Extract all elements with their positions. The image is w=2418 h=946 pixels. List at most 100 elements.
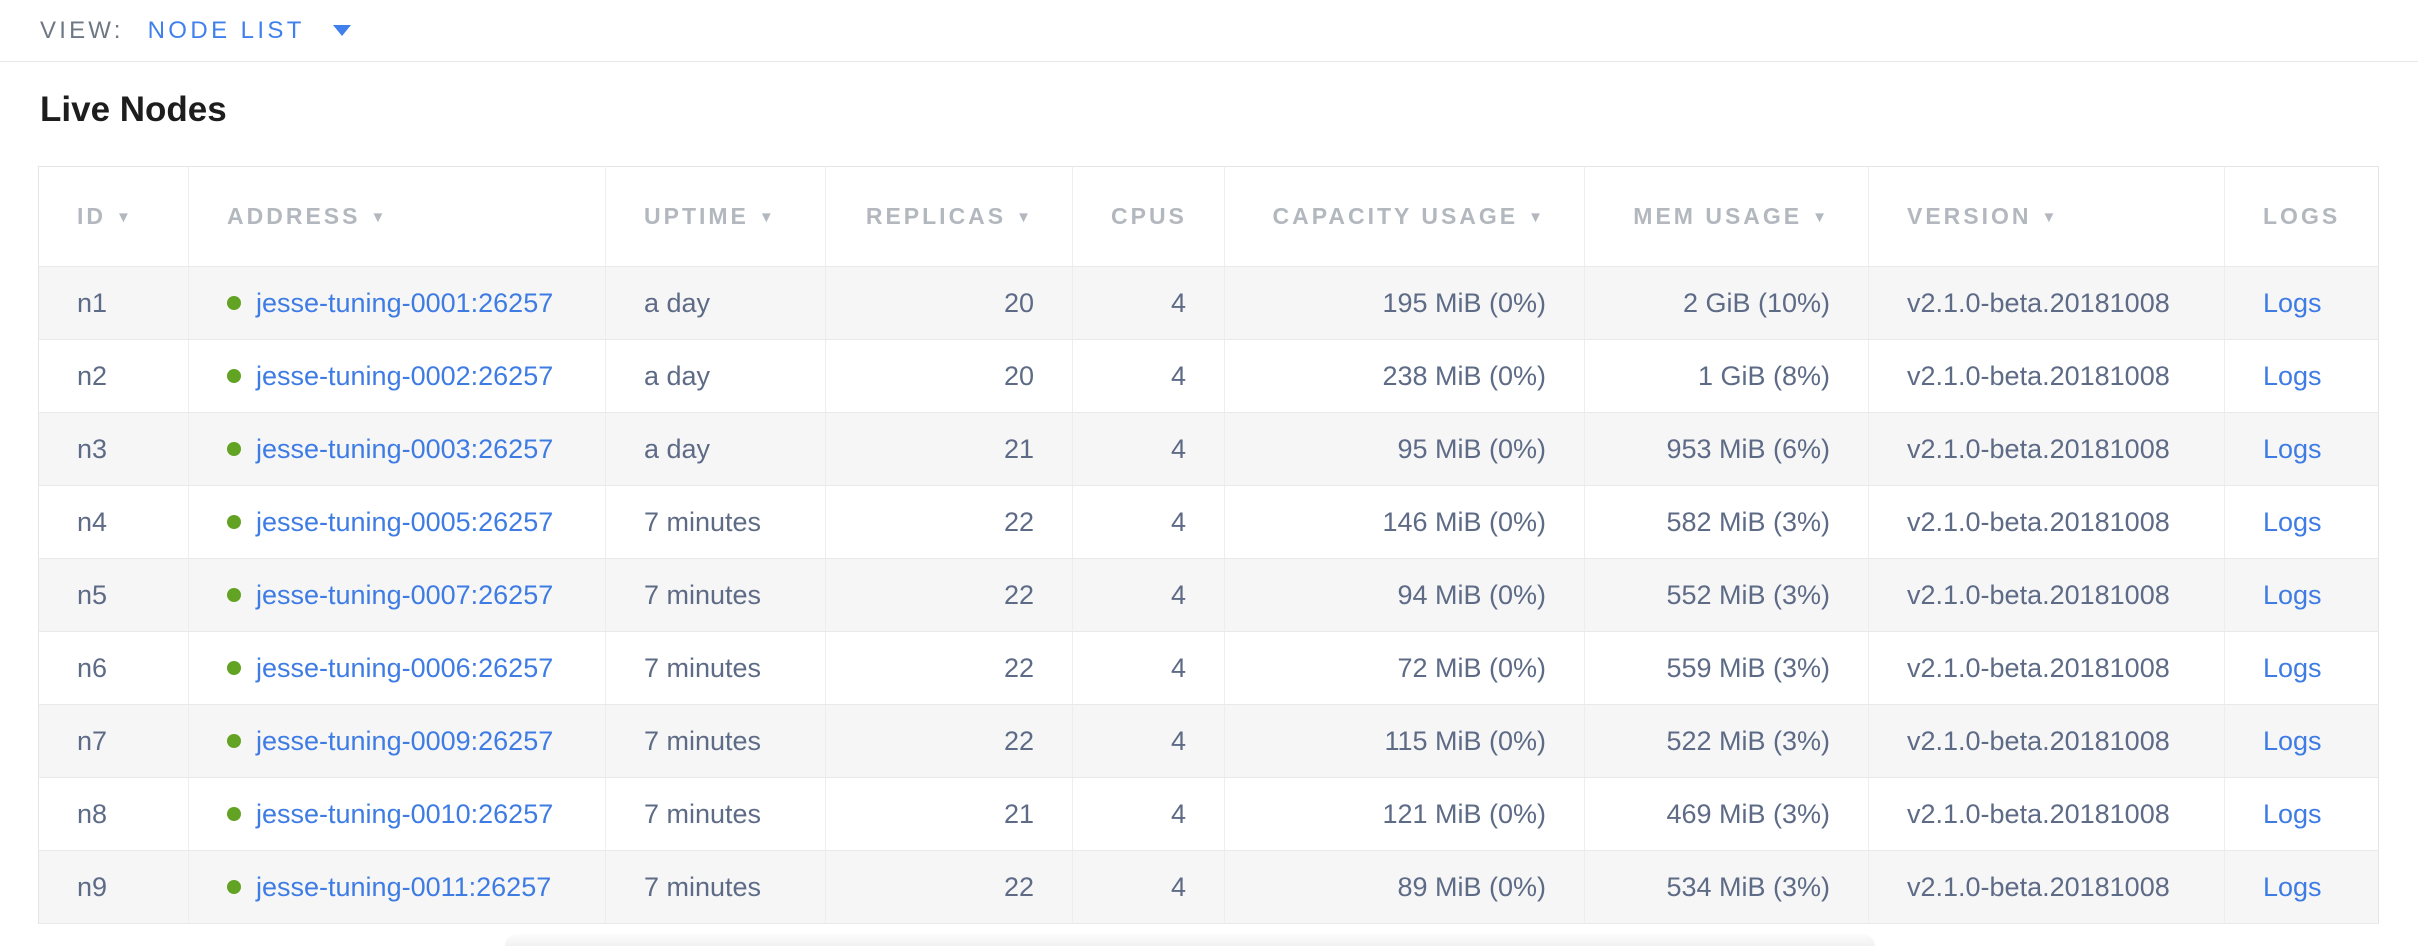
- cell-version: v2.1.0-beta.20181008: [1868, 558, 2225, 632]
- column-header-replicas[interactable]: REPLICAS ▼: [825, 166, 1073, 267]
- cell-capacity: 89 MiB (0%): [1224, 850, 1585, 924]
- cell-cpus: 4: [1072, 704, 1225, 778]
- live-status-icon: [227, 441, 241, 456]
- table-row: n5 jesse-tuning-0007:26257 7 minutes 22 4 94 …: [38, 558, 2379, 632]
- cell-version: v2.1.0-beta.20181008: [1868, 704, 2225, 778]
- cell-version: v2.1.0-beta.20181008: [1868, 412, 2225, 486]
- column-header-label: LOGS: [2263, 203, 2341, 229]
- logs-link[interactable]: Logs: [2263, 287, 2322, 318]
- cell-logs: Logs: [2224, 850, 2379, 924]
- table-row: n9 jesse-tuning-0011:26257 7 minutes 22 4 89 …: [38, 850, 2379, 924]
- column-header-mem[interactable]: MEM USAGE ▼: [1584, 166, 1869, 267]
- column-header-logs: LOGS: [2224, 166, 2379, 267]
- logs-link[interactable]: Logs: [2263, 579, 2322, 610]
- address-link[interactable]: jesse-tuning-0011:26257: [256, 871, 552, 902]
- cell-logs: Logs: [2224, 631, 2379, 705]
- column-header-label: UPTIME: [644, 203, 749, 229]
- next-section-shadow: [505, 934, 1875, 946]
- cell-cpus: 4: [1072, 485, 1225, 559]
- cell-capacity: 121 MiB (0%): [1224, 777, 1585, 851]
- address-link[interactable]: jesse-tuning-0007:26257: [256, 579, 554, 610]
- cell-address: jesse-tuning-0003:26257: [188, 412, 606, 486]
- sort-arrow-icon: ▼: [1812, 209, 1830, 226]
- cell-replicas: 21: [825, 412, 1073, 486]
- column-header-cpus: CPUS: [1072, 166, 1225, 267]
- cell-mem: 582 MiB (3%): [1584, 485, 1869, 559]
- sort-arrow-icon: ▼: [370, 209, 389, 226]
- address-link[interactable]: jesse-tuning-0002:26257: [256, 360, 554, 391]
- cell-replicas: 22: [825, 704, 1073, 778]
- cell-version: v2.1.0-beta.20181008: [1868, 777, 2225, 851]
- cell-id: n5: [38, 558, 189, 632]
- address-link[interactable]: jesse-tuning-0005:26257: [256, 506, 554, 537]
- cell-capacity: 146 MiB (0%): [1224, 485, 1585, 559]
- header-row: ID ▼ ADDRESS ▼ UPTIME ▼ REPLICAS ▼ CPUS CAPACITY …: [38, 166, 2379, 267]
- cell-id: n9: [38, 850, 189, 924]
- cell-address: jesse-tuning-0011:26257: [188, 850, 606, 924]
- table-row: n6 jesse-tuning-0006:26257 7 minutes 22 4 72 …: [38, 631, 2379, 705]
- cell-id: n2: [38, 339, 189, 413]
- column-header-capacity[interactable]: CAPACITY USAGE ▼: [1224, 166, 1585, 267]
- sort-arrow-icon: ▼: [2041, 209, 2060, 226]
- column-header-uptime[interactable]: UPTIME ▼: [605, 166, 826, 267]
- cell-address: jesse-tuning-0010:26257: [188, 777, 606, 851]
- column-header-label: REPLICAS: [865, 203, 1007, 229]
- cell-logs: Logs: [2224, 558, 2379, 632]
- cell-replicas: 22: [825, 485, 1073, 559]
- cell-capacity: 115 MiB (0%): [1224, 704, 1585, 778]
- sort-arrow-icon: ▼: [758, 209, 777, 226]
- logs-link[interactable]: Logs: [2263, 652, 2322, 683]
- cell-mem: 1 GiB (8%): [1584, 339, 1869, 413]
- column-header-label: ID: [77, 203, 106, 229]
- column-header-id[interactable]: ID ▼: [38, 166, 189, 267]
- cell-version: v2.1.0-beta.20181008: [1868, 266, 2225, 340]
- cell-cpus: 4: [1072, 850, 1225, 924]
- table-row: n1 jesse-tuning-0001:26257 a day 20 4 195 MiB…: [38, 266, 2379, 340]
- address-link[interactable]: jesse-tuning-0010:26257: [256, 798, 554, 829]
- table-row: n8 jesse-tuning-0010:26257 7 minutes 21 4 121…: [38, 777, 2379, 851]
- cell-logs: Logs: [2224, 485, 2379, 559]
- cell-logs: Logs: [2224, 339, 2379, 413]
- address-link[interactable]: jesse-tuning-0009:26257: [256, 725, 554, 756]
- cell-cpus: 4: [1072, 339, 1225, 413]
- cell-logs: Logs: [2224, 412, 2379, 486]
- cell-cpus: 4: [1072, 412, 1225, 486]
- view-selector-dropdown[interactable]: NODE LIST: [148, 17, 351, 45]
- cell-uptime: a day: [605, 412, 826, 486]
- cell-address: jesse-tuning-0005:26257: [188, 485, 606, 559]
- column-header-label: CAPACITY USAGE: [1272, 203, 1519, 229]
- view-bar: VIEW: NODE LIST: [0, 0, 2418, 62]
- logs-link[interactable]: Logs: [2263, 725, 2322, 756]
- logs-link[interactable]: Logs: [2263, 360, 2322, 391]
- sort-arrow-icon: ▼: [1528, 209, 1546, 226]
- cell-replicas: 20: [825, 266, 1073, 340]
- address-link[interactable]: jesse-tuning-0003:26257: [256, 433, 554, 464]
- cell-capacity: 72 MiB (0%): [1224, 631, 1585, 705]
- column-header-version[interactable]: VERSION ▼: [1868, 166, 2225, 267]
- cell-mem: 953 MiB (6%): [1584, 412, 1869, 486]
- logs-link[interactable]: Logs: [2263, 798, 2322, 829]
- cell-mem: 2 GiB (10%): [1584, 266, 1869, 340]
- logs-link[interactable]: Logs: [2263, 871, 2322, 902]
- cell-replicas: 20: [825, 339, 1073, 413]
- live-status-icon: [227, 806, 241, 821]
- cell-address: jesse-tuning-0009:26257: [188, 704, 606, 778]
- live-status-icon: [227, 733, 241, 748]
- cell-id: n3: [38, 412, 189, 486]
- live-status-icon: [227, 295, 241, 310]
- address-link[interactable]: jesse-tuning-0006:26257: [256, 652, 554, 683]
- logs-link[interactable]: Logs: [2263, 506, 2322, 537]
- cell-uptime: 7 minutes: [605, 631, 826, 705]
- column-header-address[interactable]: ADDRESS ▼: [188, 166, 606, 267]
- cell-replicas: 21: [825, 777, 1073, 851]
- logs-link[interactable]: Logs: [2263, 433, 2322, 464]
- view-selected-value: NODE LIST: [147, 16, 305, 44]
- table-row: n7 jesse-tuning-0009:26257 7 minutes 22 4 115…: [38, 704, 2379, 778]
- cell-uptime: 7 minutes: [605, 558, 826, 632]
- cell-cpus: 4: [1072, 777, 1225, 851]
- cell-version: v2.1.0-beta.20181008: [1868, 485, 2225, 559]
- address-link[interactable]: jesse-tuning-0001:26257: [256, 287, 554, 318]
- table-row: n2 jesse-tuning-0002:26257 a day 20 4 238 MiB…: [38, 339, 2379, 413]
- cell-mem: 559 MiB (3%): [1584, 631, 1869, 705]
- cell-address: jesse-tuning-0007:26257: [188, 558, 606, 632]
